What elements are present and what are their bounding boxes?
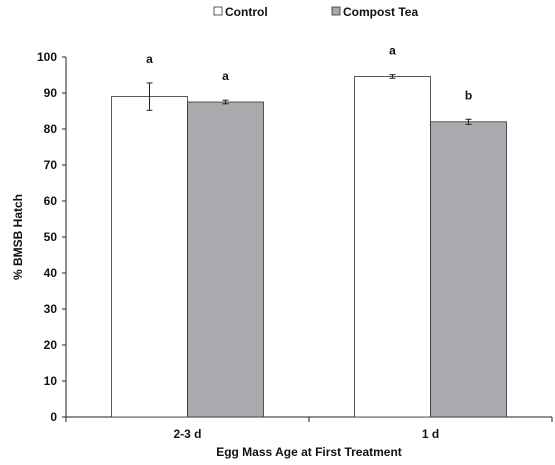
y-tick-label: 70 <box>44 158 58 172</box>
legend-swatch <box>213 6 223 16</box>
significance-letter: b <box>465 88 472 102</box>
bar <box>354 76 431 418</box>
y-tick-label: 20 <box>44 338 58 352</box>
significance-letter: a <box>146 52 153 66</box>
significance-letter: a <box>222 69 229 83</box>
y-tick-label: 30 <box>44 302 58 316</box>
y-axis-title: % BMSB Hatch <box>11 194 25 280</box>
x-tick-label: 1 d <box>422 427 439 441</box>
x-axis-title: Egg Mass Age at First Treatment <box>216 445 402 459</box>
y-tick-label: 50 <box>44 230 58 244</box>
bar <box>187 101 264 418</box>
bar <box>430 121 507 418</box>
legend-label: Control <box>225 5 268 19</box>
y-tick-label: 10 <box>44 374 58 388</box>
bar <box>111 96 188 418</box>
y-tick-label: 60 <box>44 194 58 208</box>
y-tick-label: 0 <box>50 410 57 424</box>
y-tick-label: 80 <box>44 122 58 136</box>
legend-swatch <box>331 6 341 16</box>
plot-area: 0 10 20 30 40 50 60 70 80 90 100 a a 2-3 d a b 1 d <box>37 44 553 441</box>
legend-label: Compost Tea <box>343 5 418 19</box>
y-tick-label: 40 <box>44 266 58 280</box>
y-tick-label: 90 <box>44 86 58 100</box>
x-tick-label: 2-3 d <box>173 427 201 441</box>
legend: Control Compost Tea <box>213 5 418 19</box>
y-tick-label: 100 <box>37 50 57 64</box>
significance-letter: a <box>389 44 396 58</box>
